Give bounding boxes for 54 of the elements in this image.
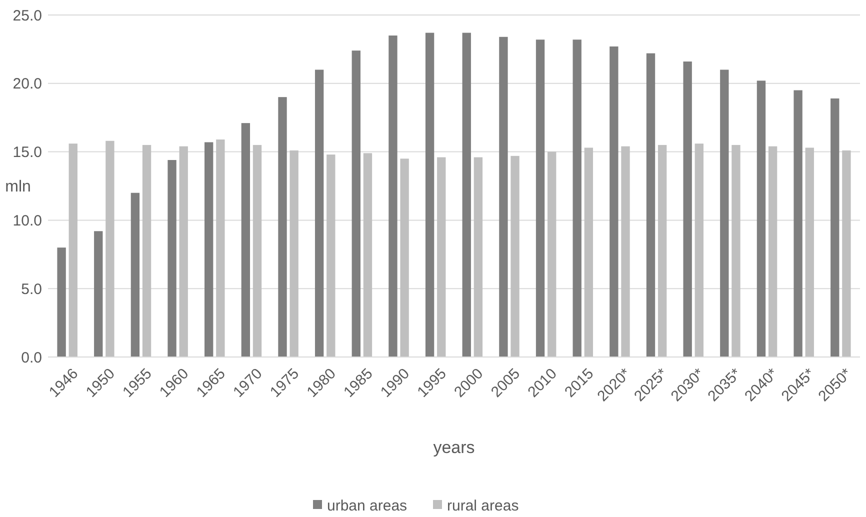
bar [388, 36, 398, 357]
bar [694, 144, 704, 357]
bar [130, 192, 140, 357]
bar [474, 157, 483, 357]
bar [241, 123, 250, 357]
y-axis-title: mln [5, 178, 31, 196]
bar [216, 139, 225, 357]
y-tick-label: 20.0 [12, 76, 42, 93]
bar [314, 70, 324, 357]
bar [584, 148, 594, 357]
bar [830, 98, 840, 357]
x-axis-title: years [433, 438, 475, 457]
legend-label: rural areas [447, 497, 519, 514]
bar [510, 156, 520, 357]
bar [572, 40, 582, 357]
bar [168, 160, 176, 357]
bar [720, 70, 729, 357]
bar [621, 146, 630, 357]
bar [842, 150, 851, 357]
bar [57, 248, 66, 357]
bar [68, 144, 78, 357]
bar [548, 152, 556, 357]
bar [499, 36, 508, 357]
bar [658, 144, 667, 357]
bar [462, 32, 471, 357]
bar [536, 40, 545, 357]
bar [142, 144, 152, 357]
bar [363, 153, 372, 357]
bar [683, 62, 692, 357]
y-tick-label: 5.0 [21, 280, 42, 298]
y-tick-label: 15.0 [12, 144, 42, 162]
y-tick-label: 25.0 [12, 7, 42, 24]
bar [252, 144, 262, 357]
bar [204, 142, 214, 357]
bar [278, 97, 287, 357]
y-tick-label: 0.0 [21, 349, 42, 366]
bar [352, 50, 360, 357]
bar [425, 32, 434, 357]
bar [756, 80, 766, 357]
bar [794, 90, 802, 357]
bar [437, 157, 446, 357]
bar [646, 53, 656, 357]
bar [106, 140, 114, 357]
bar [610, 46, 618, 357]
bar [732, 144, 740, 357]
bar [94, 231, 103, 357]
bar [768, 146, 778, 357]
bar [326, 154, 336, 357]
bar [179, 146, 188, 357]
bar [400, 158, 409, 357]
y-tick-label: 10.0 [12, 212, 42, 230]
legend-label: urban areas [327, 497, 408, 514]
bar [805, 148, 814, 357]
bar [290, 150, 298, 357]
